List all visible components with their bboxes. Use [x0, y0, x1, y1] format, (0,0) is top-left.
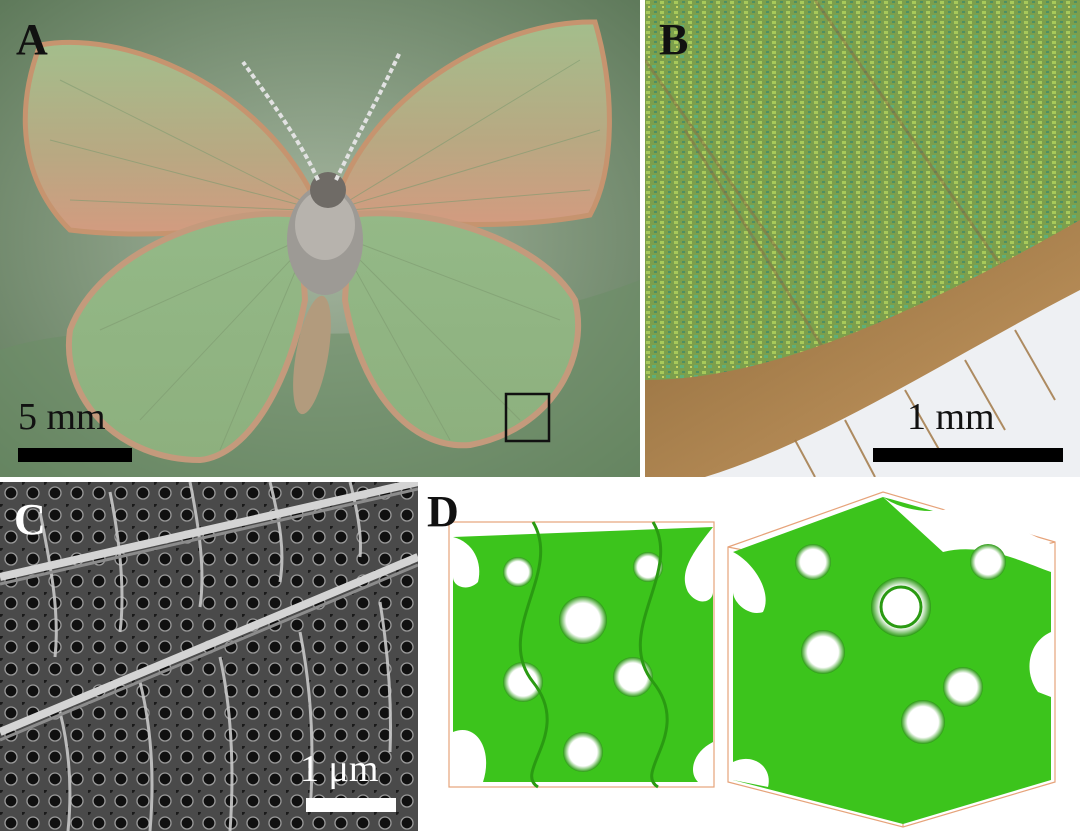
gyroid-cube-view	[727, 491, 1056, 828]
panel-label-d: D	[427, 487, 459, 536]
panel-a-butterfly-photo: A 5 mm	[0, 0, 640, 477]
panel-label-a: A	[16, 15, 48, 64]
scale-bar-label-b: 1 mm	[907, 396, 995, 438]
panel-b-wing-closeup: B 1 mm	[645, 0, 1080, 477]
panel-label-b: B	[659, 15, 689, 64]
scale-ridge-upper	[0, 482, 418, 581]
antenna-left	[241, 60, 320, 181]
butterfly-illustration	[0, 0, 640, 477]
wing-scales-illustration	[645, 0, 1080, 477]
scale-ridge-lower	[0, 553, 418, 736]
right-hindwing	[341, 210, 582, 449]
panel-d-gyroid-models: D	[423, 482, 1080, 831]
scale-bar-label-a: 5 mm	[18, 396, 106, 438]
butterfly-abdomen	[293, 295, 331, 415]
panel-label-c: C	[14, 495, 46, 544]
scale-bar-label-c: 1 μm	[300, 748, 379, 790]
gyroid-front-view	[448, 521, 715, 789]
panel-c-sem-micrograph: C 1 μm	[0, 482, 418, 831]
butterfly-head	[310, 172, 346, 208]
left-hindwing	[65, 210, 309, 464]
scale-bar-b	[873, 448, 1063, 462]
scale-bar-c	[306, 798, 396, 812]
sem-texture-illustration	[0, 482, 418, 831]
magnified-region-box	[504, 392, 551, 443]
scale-bar-a	[18, 448, 132, 462]
gyroid-illustration	[448, 491, 1056, 828]
